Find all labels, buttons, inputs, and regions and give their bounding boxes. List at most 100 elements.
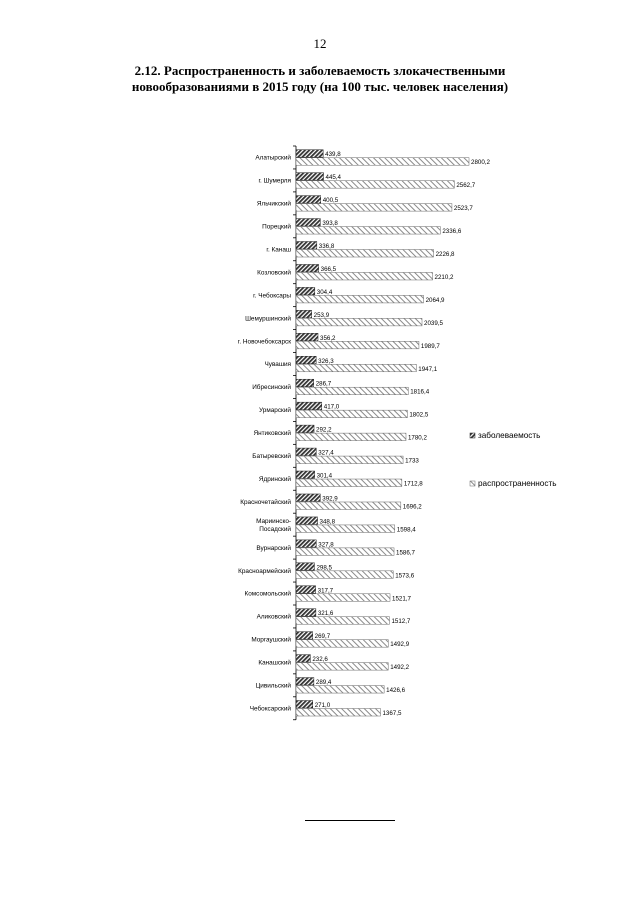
prevalence-bar — [295, 662, 389, 671]
chart-title: 2.12. Распространенность и заболеваемост… — [90, 63, 550, 95]
prevalence-bar — [295, 364, 417, 373]
prevalence-data-label: 1712,8 — [404, 481, 423, 488]
title-line-2: новообразованиями в 2015 году (на 100 ты… — [131, 79, 509, 94]
incidence-bar — [295, 241, 318, 250]
category-label: Аликовский — [257, 613, 292, 621]
prevalence-bar — [295, 295, 424, 304]
prevalence-bar — [295, 272, 433, 281]
incidence-data-label: 439,8 — [325, 151, 341, 158]
prevalence-bar — [295, 386, 409, 395]
incidence-data-label: 321,6 — [318, 610, 334, 617]
incidence-bar — [295, 401, 323, 410]
incidence-bar — [295, 677, 315, 686]
prevalence-bar — [295, 570, 394, 579]
prevalence-data-label: 2064,9 — [426, 297, 445, 304]
incidence-bar — [295, 356, 317, 365]
prevalence-bar — [295, 478, 403, 487]
prevalence-bar — [295, 593, 391, 602]
prevalence-data-label: 1780,2 — [408, 435, 427, 442]
prevalence-data-label: 1492,9 — [390, 641, 409, 648]
prevalence-data-label: 2336,6 — [442, 228, 461, 235]
footnote-separator — [305, 820, 395, 821]
incidence-bar — [295, 218, 321, 227]
legend-label-prevalence: распространенность — [478, 479, 556, 488]
category-label: г. Канаш — [266, 246, 291, 253]
prevalence-bar — [295, 639, 389, 648]
incidence-data-label: 366,5 — [321, 266, 337, 273]
prevalence-data-label: 1426,6 — [386, 687, 405, 694]
prevalence-bar — [295, 455, 404, 464]
prevalence-data-label: 2562,7 — [456, 182, 475, 189]
incidence-bar — [295, 333, 319, 342]
prevalence-data-label: 1586,7 — [396, 549, 415, 556]
prevalence-bar — [295, 547, 395, 556]
incidence-bar — [295, 149, 324, 158]
incidence-bar — [295, 585, 316, 594]
incidence-data-label: 292,2 — [316, 427, 332, 434]
category-label: Вурнарский — [256, 544, 291, 552]
category-label: Красночетайский — [240, 498, 291, 506]
incidence-bar — [295, 287, 316, 296]
incidence-data-label: 400,5 — [323, 197, 339, 204]
prevalence-data-label: 1696,2 — [403, 503, 422, 510]
prevalence-data-label: 2210,2 — [435, 274, 454, 281]
incidence-data-label: 393,8 — [322, 220, 338, 227]
category-label: Янтиковский — [253, 429, 291, 437]
incidence-bar — [295, 516, 318, 525]
incidence-data-label: 348,8 — [320, 518, 336, 525]
incidence-data-label: 269,7 — [315, 633, 331, 640]
prevalence-bar — [295, 180, 455, 189]
incidence-data-label: 392,9 — [322, 495, 338, 502]
incidence-bar — [295, 654, 311, 663]
page-number: 12 — [313, 36, 327, 51]
incidence-data-label: 327,8 — [318, 541, 334, 548]
incidence-data-label: 298,5 — [316, 564, 332, 571]
incidence-bar — [295, 493, 321, 502]
prevalence-bar — [295, 409, 408, 418]
category-label: Урмарский — [259, 406, 291, 414]
prevalence-data-label: 2226,8 — [436, 251, 455, 258]
category-label: Комсомольский — [245, 590, 292, 598]
prevalence-data-label: 1492,2 — [390, 664, 409, 671]
incidence-bar — [295, 424, 315, 433]
prevalence-bar — [295, 341, 420, 350]
incidence-data-label: 327,4 — [318, 450, 334, 457]
incidence-bar — [295, 700, 313, 709]
prevalence-bar — [295, 318, 423, 327]
category-label: Мариинско-Посадский — [256, 518, 291, 533]
incidence-bar — [295, 539, 317, 548]
prevalence-data-label: 1367,5 — [382, 710, 401, 717]
category-label: г. Новочебоксарск — [238, 337, 291, 345]
prevalence-data-label: 1947,1 — [418, 366, 437, 373]
legend-swatch-incidence — [469, 432, 476, 439]
incidence-bar — [295, 608, 317, 617]
incidence-bar — [295, 195, 321, 204]
title-line-1: 2.12. Распространенность и заболеваемост… — [134, 63, 506, 78]
prevalence-data-label: 2039,5 — [424, 320, 443, 327]
category-label: Алатырский — [255, 154, 291, 162]
prevalence-bar — [295, 616, 390, 625]
category-label: Шемуршинский — [245, 314, 291, 322]
incidence-data-label: 336,8 — [319, 243, 335, 250]
category-label: Порецкий — [262, 223, 291, 231]
prevalence-data-label: 1573,6 — [395, 572, 414, 579]
incidence-bar — [295, 172, 324, 181]
category-label: Красноармейский — [238, 567, 291, 575]
incidence-bar — [295, 631, 313, 640]
category-label: Батыревский — [252, 452, 291, 460]
incidence-bar — [295, 378, 314, 387]
incidence-data-label: 304,4 — [317, 289, 333, 296]
category-label: Моргаушский — [251, 636, 291, 644]
incidence-data-label: 253,9 — [314, 312, 330, 319]
prevalence-data-label: 1598,4 — [397, 526, 416, 533]
category-label: Козловский — [257, 268, 291, 276]
category-label: Яльчикский — [257, 200, 292, 208]
incidence-bar — [295, 264, 319, 273]
incidence-data-label: 445,4 — [326, 174, 342, 181]
incidence-data-label: 356,2 — [320, 335, 336, 342]
incidence-data-label: 326,3 — [318, 358, 334, 365]
category-label: Ядринский — [259, 475, 292, 483]
prevalence-data-label: 1521,7 — [392, 595, 411, 602]
incidence-data-label: 417,0 — [324, 404, 340, 411]
